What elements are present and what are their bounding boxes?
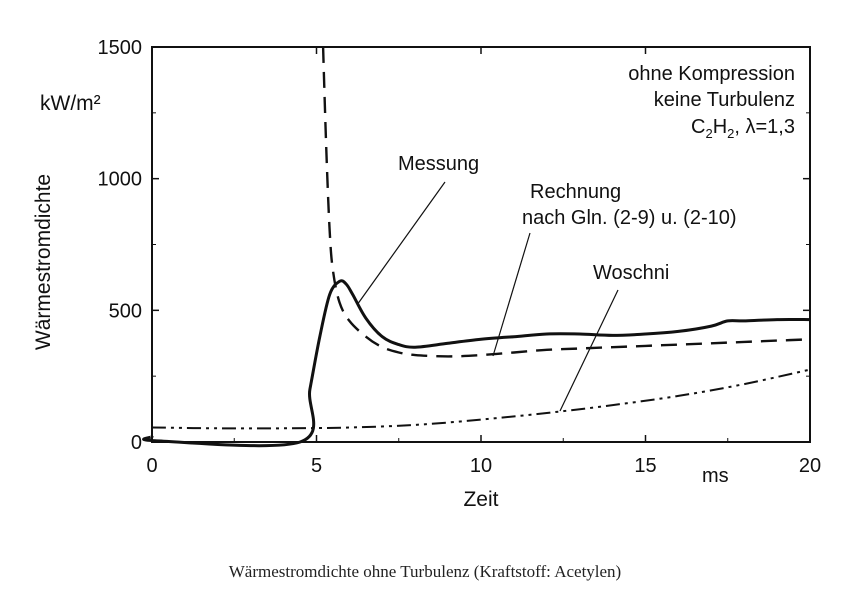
annotation-rechnung-leader <box>492 232 531 357</box>
x-axis-unit: ms <box>702 465 729 487</box>
x-axis-title: Zeit <box>463 488 498 511</box>
x-tick-label-1: 5 <box>311 455 322 477</box>
annotation-woschni-label: Woschni <box>593 262 669 284</box>
y-tick-label-1: 500 <box>109 300 142 322</box>
y-tick-label-3: 1500 <box>98 37 143 59</box>
series-group <box>142 46 811 448</box>
y-tick-label-2: 1000 <box>98 169 143 191</box>
series-line-messung <box>142 279 811 448</box>
series-line-woschni <box>151 368 811 430</box>
condition-turbulence: keine Turbulenz <box>654 89 795 111</box>
figure-caption: Wärmestromdichte ohne Turbulenz (Kraftst… <box>229 562 621 581</box>
annotation-messung-leader <box>356 181 446 306</box>
y-tick-label-0: 0 <box>131 432 142 454</box>
axis-ticks: 0 5 10 15 20 0 500 1000 1500 <box>98 37 822 477</box>
y-axis-unit: kW/m² <box>40 92 101 115</box>
series-line-rechnung-nach-gln-2-9-u-2-10 <box>321 46 811 358</box>
y-axis-title: Wärmestromdichte <box>32 174 55 350</box>
annotation-messung-label: Messung <box>398 153 479 175</box>
condition-compression: ohne Kompression <box>628 63 795 85</box>
x-tick-label-3: 15 <box>634 455 656 477</box>
x-tick-label-0: 0 <box>146 455 157 477</box>
annotation-rechnung-label-line1: Rechnung <box>530 181 621 203</box>
x-tick-label-4: 20 <box>799 455 821 477</box>
annotation-rechnung-label-line2: nach Gln. (2-9) u. (2-10) <box>522 207 737 229</box>
x-tick-label-2: 10 <box>470 455 492 477</box>
condition-fuel: C2H2, λ=1,3 <box>691 116 795 141</box>
annotation-woschni-leader <box>559 289 619 412</box>
